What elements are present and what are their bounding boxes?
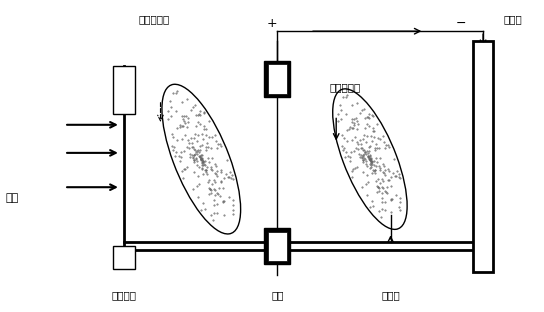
Text: 特氟龙: 特氟龙 <box>504 14 522 24</box>
Bar <box>113 246 135 269</box>
Bar <box>264 61 290 97</box>
Bar <box>113 66 135 114</box>
Bar <box>264 228 290 264</box>
Text: 饱和食盐水: 饱和食盐水 <box>138 14 170 24</box>
Ellipse shape <box>333 89 407 229</box>
Text: +: + <box>267 17 277 30</box>
Text: 硅片: 硅片 <box>271 290 283 300</box>
Bar <box>268 232 287 261</box>
Text: 有机玻璃: 有机玻璃 <box>112 290 137 300</box>
Ellipse shape <box>162 84 240 234</box>
Bar <box>268 64 287 94</box>
Text: 诜电极: 诜电极 <box>381 290 400 300</box>
Text: 氯氟酸溶液: 氯氟酸溶液 <box>330 82 361 92</box>
Bar <box>473 41 493 272</box>
Text: −: − <box>456 17 467 30</box>
Text: 光照: 光照 <box>5 193 18 203</box>
